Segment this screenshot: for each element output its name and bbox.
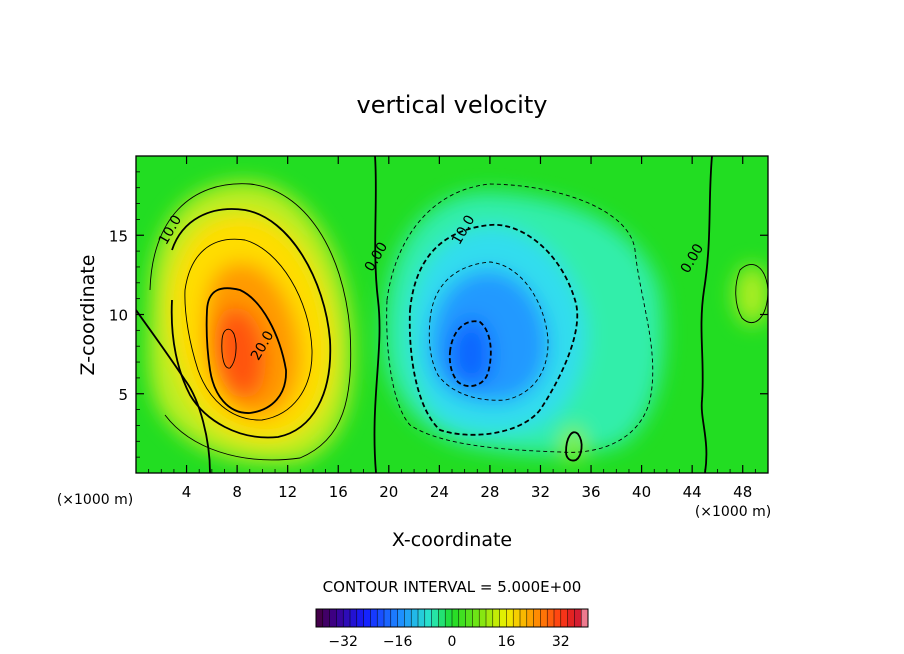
colorbar-swatch: [567, 609, 575, 627]
x-unit-right: (×1000 m): [695, 504, 771, 520]
x-tick-label: 8: [232, 483, 242, 501]
contour-lines: [136, 156, 768, 473]
x-tick-label: 12: [278, 483, 297, 501]
colorbar-swatch: [438, 609, 446, 627]
x-unit-left: (×1000 m): [57, 492, 133, 508]
contour-zero-center: [373, 156, 381, 473]
colorbar-swatch: [458, 609, 466, 627]
colorbar-swatch: [506, 609, 514, 627]
x-tick-label: 28: [480, 483, 499, 501]
colorbar-frame: [315, 608, 589, 628]
contour-neg-15: [428, 261, 549, 401]
colorbar-swatch: [384, 609, 392, 627]
colorbar-swatch: [336, 609, 344, 627]
y-tick-label: 10: [109, 307, 128, 325]
colorbar-swatch: [486, 609, 494, 627]
colorbar-tick-label: 32: [552, 634, 570, 650]
colorbar-swatch: [581, 609, 589, 627]
colorbar-swatch: [356, 609, 364, 627]
contour-pos-10: [170, 208, 332, 439]
colorbar-swatch: [329, 609, 337, 627]
colorbar-swatch: [404, 609, 412, 627]
colorbar-swatch: [492, 609, 500, 627]
x-tick-label: 36: [581, 483, 600, 501]
colorbar-tick-label: 16: [497, 634, 515, 650]
chart-title: vertical velocity: [357, 91, 548, 119]
x-tick-label: 20: [379, 483, 398, 501]
x-tick-label: 48: [733, 483, 752, 501]
colorbar-swatch: [533, 609, 541, 627]
colorbar-swatch: [574, 609, 582, 627]
contour-neg-20: [448, 320, 492, 387]
colorbar-tick-label: −16: [383, 634, 413, 650]
x-tick-label: 40: [632, 483, 651, 501]
colorbar-swatch: [499, 609, 507, 627]
y-axis: 5 10 15: [109, 171, 768, 458]
colorbar-swatch: [431, 609, 439, 627]
x-axis: 4 8 12 16 20 24 28 32 36 40 44 48: [148, 156, 756, 501]
colorbar-swatch: [554, 609, 562, 627]
colorbar-swatch: [560, 609, 568, 627]
colorbar-swatch: [540, 609, 548, 627]
colorbar-swatch: [377, 609, 385, 627]
y-tick-label: 15: [109, 227, 128, 245]
x-tick-label: 44: [683, 483, 702, 501]
x-tick-label: 32: [531, 483, 550, 501]
contour-zero-right: [700, 156, 713, 473]
colorbar-swatch: [465, 609, 473, 627]
colorbar-swatch: [479, 609, 487, 627]
colorbar-swatch: [520, 609, 528, 627]
colorbar-swatch: [363, 609, 371, 627]
colorbar-swatch: [418, 609, 426, 627]
x-tick-label: 4: [182, 483, 192, 501]
x-tick-label: 16: [329, 483, 348, 501]
colorbar-swatch: [390, 609, 398, 627]
cool-core-region: [449, 319, 492, 386]
colorbar-swatch: [370, 609, 378, 627]
contour-right-cell: [735, 264, 768, 324]
contour-pos-15: [184, 238, 313, 421]
contour-zero-left: [136, 309, 211, 473]
colorbar-swatch: [316, 609, 324, 627]
colorbar-swatch: [526, 609, 534, 627]
contour-pos-5: [149, 183, 352, 461]
y-axis-label: Z-coordinate: [77, 255, 99, 376]
colorbar-swatch: [322, 609, 330, 627]
colorbar-swatch: [445, 609, 453, 627]
contour-pos-25: [221, 328, 237, 369]
colorbar-swatch: [472, 609, 480, 627]
contour-small-cell: [565, 431, 583, 462]
x-tick-label: 24: [430, 483, 449, 501]
warm-cell-right: [734, 265, 768, 325]
colorbar-swatch: [397, 609, 405, 627]
colorbar-swatch: [452, 609, 460, 627]
colorbar-swatch: [424, 609, 432, 627]
contour-interval-note: CONTOUR INTERVAL = 5.000E+00: [323, 578, 582, 596]
colorbar-tick-label: −32: [328, 634, 358, 650]
x-axis-label: X-coordinate: [392, 529, 512, 551]
colorbar-tick-label: 0: [448, 634, 457, 650]
colorbar-swatch: [343, 609, 351, 627]
colorbar-swatch: [513, 609, 521, 627]
colorbar: −32 −16 0 16 32: [315, 608, 589, 650]
colorbar-swatch: [411, 609, 419, 627]
colorbar-swatch: [547, 609, 555, 627]
contour-neg-5: [386, 183, 654, 453]
contour-pos-20: [205, 287, 287, 414]
y-tick-label: 5: [118, 386, 128, 404]
colorbar-swatch: [350, 609, 358, 627]
